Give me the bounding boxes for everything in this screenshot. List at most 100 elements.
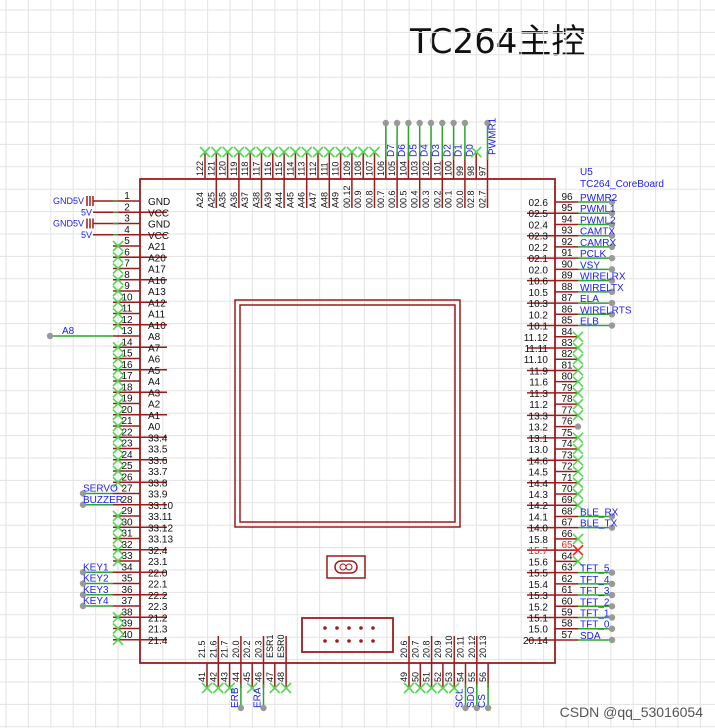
junction-dot[interactable] xyxy=(484,704,492,712)
pin-number: 14 xyxy=(121,337,133,348)
junction-dot[interactable] xyxy=(608,524,616,531)
junction-dot[interactable] xyxy=(608,580,616,588)
no-connect-icon xyxy=(289,146,301,158)
junction-dot[interactable] xyxy=(608,614,616,621)
junction-dot[interactable] xyxy=(79,591,87,598)
pin-label: 00.12 xyxy=(342,185,352,208)
pin-label: 00.0 xyxy=(455,190,465,208)
junction-dot[interactable] xyxy=(608,232,616,239)
junction-dot[interactable] xyxy=(79,490,87,497)
pin-number: 122 xyxy=(195,161,205,176)
net-label: 5V xyxy=(81,207,92,217)
junction-dot[interactable] xyxy=(608,221,616,228)
no-connect-icon xyxy=(224,682,236,694)
junction-dot[interactable] xyxy=(608,322,616,329)
junction-dot[interactable] xyxy=(439,119,446,127)
junction-dot[interactable] xyxy=(574,423,582,430)
pin-number: 47 xyxy=(265,672,275,682)
junction-dot[interactable] xyxy=(608,513,616,520)
pin-number: 50 xyxy=(410,672,420,682)
junction-dot[interactable] xyxy=(473,704,480,712)
no-connect-icon xyxy=(255,146,268,158)
junction-dot[interactable] xyxy=(393,119,401,127)
junction-dot[interactable] xyxy=(416,119,423,127)
no-connect-icon xyxy=(112,510,124,522)
junction-dot[interactable] xyxy=(608,311,616,318)
junction-dot[interactable] xyxy=(608,636,616,644)
net-label: ELA xyxy=(580,294,599,305)
pin-label: 20.6 xyxy=(399,640,409,658)
junction-dot[interactable] xyxy=(79,580,87,587)
junction-dot[interactable] xyxy=(608,591,616,599)
pin-label: 11.10 xyxy=(524,355,549,366)
no-connect-icon xyxy=(572,432,584,444)
junction-dot[interactable] xyxy=(462,704,469,712)
no-connect-icon xyxy=(112,409,124,421)
pin-label: A11 xyxy=(148,310,165,321)
net-label: SCL xyxy=(455,688,466,708)
junction-dot[interactable] xyxy=(608,266,616,273)
net-label: TFT_3 xyxy=(580,586,610,597)
no-connect-icon xyxy=(112,240,124,252)
pin-label: 00.4 xyxy=(410,190,420,208)
no-connect-icon xyxy=(312,146,324,158)
net-label: 5V xyxy=(81,230,92,240)
junction-dot[interactable] xyxy=(46,332,54,340)
no-connect-icon xyxy=(222,146,234,158)
junction-dot[interactable] xyxy=(608,254,616,262)
pin-number: 112 xyxy=(308,162,318,176)
junction-dot[interactable] xyxy=(382,119,389,127)
junction-dot[interactable] xyxy=(79,602,87,610)
junction-dot[interactable] xyxy=(608,625,616,632)
junction-dot[interactable] xyxy=(608,210,616,217)
pin-label: A8 xyxy=(148,332,161,343)
pin-number: 19 xyxy=(121,394,133,405)
no-connect-icon xyxy=(112,352,124,365)
junction-dot[interactable] xyxy=(450,119,457,127)
junction-dot[interactable] xyxy=(608,603,616,610)
chip-body[interactable] xyxy=(139,178,556,664)
junction-dot[interactable] xyxy=(260,704,267,712)
pin-label: A1 xyxy=(148,411,161,422)
junction-dot[interactable] xyxy=(608,198,616,206)
junction-dot[interactable] xyxy=(608,299,616,307)
pin-label: 00.7 xyxy=(376,190,386,208)
no-connect-icon xyxy=(112,386,124,398)
junction-dot[interactable] xyxy=(237,704,245,712)
pin-label: 20.8 xyxy=(422,640,432,658)
no-connect-icon xyxy=(112,611,124,623)
no-connect-icon xyxy=(112,262,124,275)
pin-label: 02.0 xyxy=(529,265,549,276)
junction-dot[interactable] xyxy=(79,569,87,576)
pin-label: 02.5 xyxy=(529,209,549,220)
junction-dot[interactable] xyxy=(427,119,435,127)
junction-dot[interactable] xyxy=(608,243,616,251)
watermark: CSDN @qq_53016054 xyxy=(559,704,703,720)
pin-label: 33.4 xyxy=(148,433,168,444)
no-connect-icon xyxy=(244,146,256,158)
switch-dot-icon xyxy=(339,563,347,571)
junction-dot[interactable] xyxy=(405,119,412,127)
pin-label: 21.5 xyxy=(197,640,207,658)
junction-dot[interactable] xyxy=(461,119,469,127)
pin-number: 22 xyxy=(121,427,133,438)
net-label: D3 xyxy=(431,144,442,157)
connector-pin-icon xyxy=(359,626,363,630)
pin-label: 14.6 xyxy=(529,456,549,467)
no-connect-icon xyxy=(572,376,584,388)
net-label: PWML2 xyxy=(580,215,616,226)
pin-label: 00.8 xyxy=(365,190,375,208)
junction-dot[interactable] xyxy=(608,277,616,284)
junction-dot[interactable] xyxy=(608,569,616,576)
junction-dot[interactable] xyxy=(484,119,491,127)
pin-label: 15.5 xyxy=(529,569,549,580)
pin-number: 106 xyxy=(376,161,386,176)
no-connect-icon xyxy=(572,477,584,489)
junction-dot[interactable] xyxy=(79,501,87,508)
junction-dot[interactable] xyxy=(608,288,616,296)
pin-label: 20.7 xyxy=(410,640,420,658)
pin-label: 10.1 xyxy=(529,322,549,333)
pin-label: 33.9 xyxy=(148,490,168,501)
pin-label: 00.2 xyxy=(432,190,442,208)
